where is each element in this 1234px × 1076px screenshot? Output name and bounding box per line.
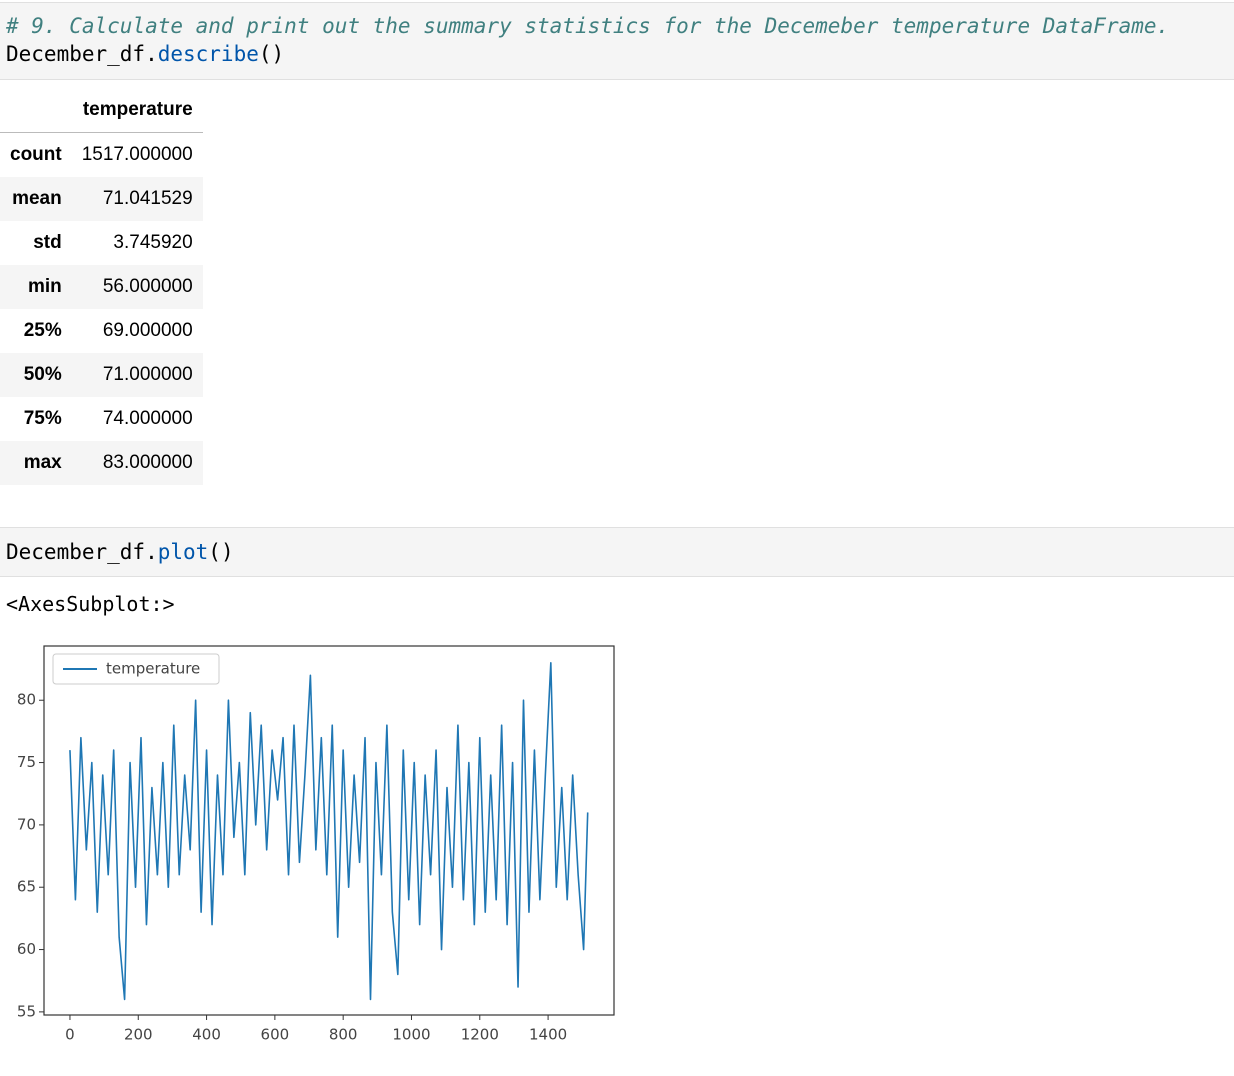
table-row: mean 71.041529: [0, 177, 203, 221]
code-token: describe: [157, 42, 259, 66]
cell: 71.000000: [102, 364, 193, 385]
x-tick-label: 1000: [392, 1026, 430, 1044]
column-header: temperature: [71, 88, 203, 133]
code-cell[interactable]: # 9. Calculate and print out the summary…: [0, 2, 1234, 80]
legend-box: [52, 653, 220, 685]
y-tick-label: 70: [17, 815, 36, 833]
table-row: 50% 71.000000: [0, 353, 203, 397]
y-tick-label: 65: [17, 878, 36, 896]
describe-table: temperature count 1517.000000 mean 71.04152…: [0, 88, 203, 485]
cell: 1517.000000: [81, 144, 193, 165]
row-label: count: [10, 144, 62, 165]
x-tick-label: 600: [261, 1026, 290, 1044]
y-tick-label: 55: [17, 1002, 36, 1020]
row-label: max: [23, 452, 62, 473]
row-label: mean: [12, 188, 62, 209]
code-token: December_df.: [6, 540, 158, 564]
table-row: min 56.000000: [0, 265, 203, 309]
code-token: December_df.: [6, 42, 158, 66]
table-row: 25% 69.000000: [0, 309, 203, 353]
row-label: min: [27, 276, 62, 297]
table-row: count 1517.000000: [0, 132, 203, 177]
y-tick-label: 80: [17, 691, 36, 709]
y-tick-label: 60: [17, 940, 36, 958]
data-line: [69, 662, 589, 1001]
code-comment: # 9. Calculate and print out the summary…: [6, 14, 1170, 38]
code-cell[interactable]: December_df.plot(): [0, 527, 1234, 577]
plot-area: [43, 645, 615, 1016]
y-tick-label: 75: [17, 753, 36, 771]
row-label: 25%: [23, 320, 62, 341]
cell: 71.041529: [102, 188, 193, 209]
x-tick-label: 1400: [529, 1026, 567, 1044]
x-tick-label: 800: [329, 1026, 358, 1044]
code-token: (): [258, 42, 285, 66]
x-tick-label: 200: [124, 1026, 153, 1044]
x-tick-label: 0: [65, 1026, 75, 1044]
row-label: 50%: [23, 364, 62, 385]
cell: 56.000000: [102, 276, 193, 297]
cell: 83.000000: [102, 452, 193, 473]
cell: 69.000000: [102, 320, 193, 341]
code-token: (): [208, 540, 234, 564]
x-tick-label: 400: [192, 1026, 221, 1044]
index-header: [0, 88, 72, 133]
row-label: std: [33, 232, 62, 253]
legend-label: temperature: [106, 660, 200, 678]
x-tick-label: 1200: [461, 1026, 499, 1044]
table-row: 75% 74.000000: [0, 397, 203, 441]
row-label: 75%: [23, 408, 62, 429]
cell: 74.000000: [102, 408, 193, 429]
code-token: plot: [157, 540, 209, 564]
table-row: std 3.745920: [0, 221, 203, 265]
table-row: max 83.000000: [0, 441, 203, 485]
output-text: <AxesSubplot:>: [6, 592, 175, 616]
cell: 3.745920: [113, 232, 193, 253]
